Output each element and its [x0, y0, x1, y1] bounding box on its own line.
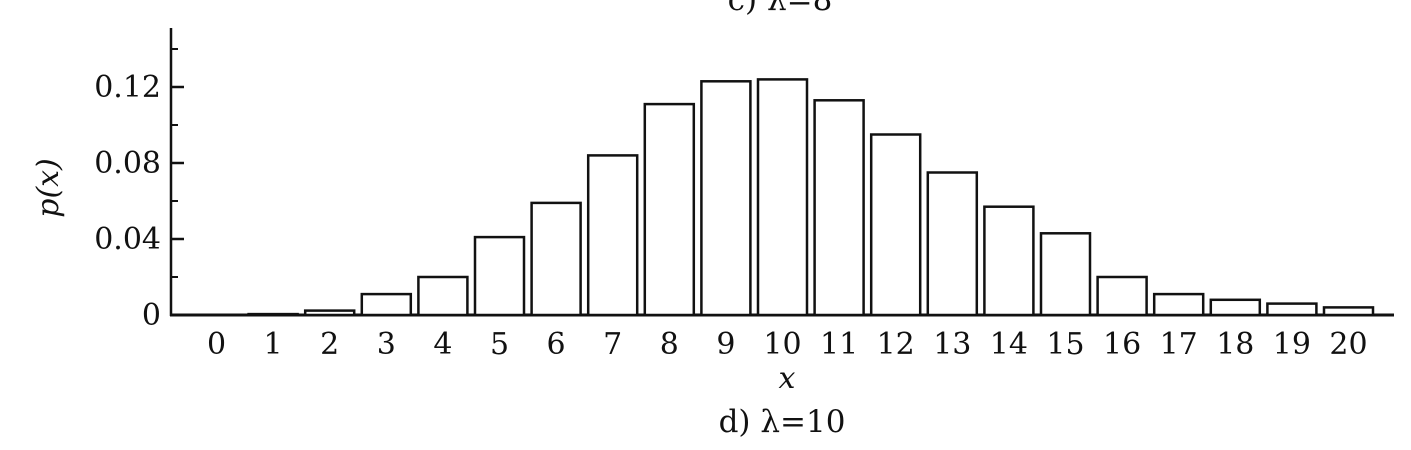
x-tick-label: 15: [1046, 327, 1084, 362]
y-tick-label: 0.12: [94, 70, 161, 105]
bar-x-16: [1096, 275, 1148, 317]
bar-x-15: [1039, 232, 1092, 317]
x-tick-label: 7: [603, 327, 622, 362]
bar-x-10: [756, 78, 809, 317]
x-tick-label: 12: [877, 327, 915, 362]
x-tick-label: 5: [490, 327, 509, 362]
bar-x-9: [700, 80, 752, 317]
x-tick-label: 1: [264, 327, 283, 362]
bar-x-18: [1209, 298, 1262, 317]
bar-x-11: [813, 99, 865, 317]
bar-x-12: [869, 133, 922, 317]
bar-x-20: [1322, 306, 1375, 317]
x-tick-label: 2: [320, 327, 339, 362]
x-tick-label: 0: [207, 327, 226, 362]
x-tick-label: 14: [990, 327, 1028, 362]
y-tick-label: 0: [142, 298, 161, 333]
x-tick-label: 13: [933, 327, 971, 362]
bar-x-8: [643, 102, 696, 317]
x-tick-label: 18: [1216, 327, 1254, 362]
x-tick-label: 4: [433, 327, 452, 362]
x-tick-label: 8: [660, 327, 679, 362]
bar-x-6: [530, 201, 582, 317]
bars: [247, 78, 1375, 317]
chart-caption: d) λ=10: [719, 404, 846, 440]
x-axis-label: x: [779, 361, 796, 396]
bar-x-3: [360, 292, 413, 317]
bar-x-4: [417, 275, 469, 317]
x-tick-label: 6: [547, 327, 566, 362]
y-tick-labels: 0 0.04 0.08 0.12: [94, 70, 161, 333]
x-tick-label: 19: [1273, 327, 1311, 362]
x-tick-label: 16: [1103, 327, 1141, 362]
y-axis: [169, 28, 184, 317]
x-tick-labels: 0 1 2 3 4 5 6 7 8 9 10 11 12 13 14 15 16 17 18 19 20: [207, 327, 1368, 362]
y-axis-label: p(x): [31, 158, 66, 218]
y-tick-label: 0.04: [94, 222, 161, 257]
bar-x-1: [247, 312, 299, 317]
bar-x-13: [926, 171, 979, 317]
x-tick-label: 3: [377, 327, 396, 362]
bar-x-19: [1266, 302, 1318, 317]
y-tick-label: 0.08: [94, 146, 161, 181]
bar-x-5: [473, 235, 526, 317]
bar-x-2: [303, 309, 356, 317]
x-tick-label: 9: [716, 327, 735, 362]
bar-x-14: [983, 205, 1035, 317]
x-tick-label: 11: [820, 327, 858, 362]
bar-x-7: [586, 154, 639, 317]
x-tick-label: 10: [763, 327, 801, 362]
bar-x-17: [1152, 292, 1205, 317]
x-tick-label: 17: [1160, 327, 1198, 362]
x-tick-label: 20: [1329, 327, 1367, 362]
top-caption-partial: c) λ=8: [728, 0, 833, 18]
